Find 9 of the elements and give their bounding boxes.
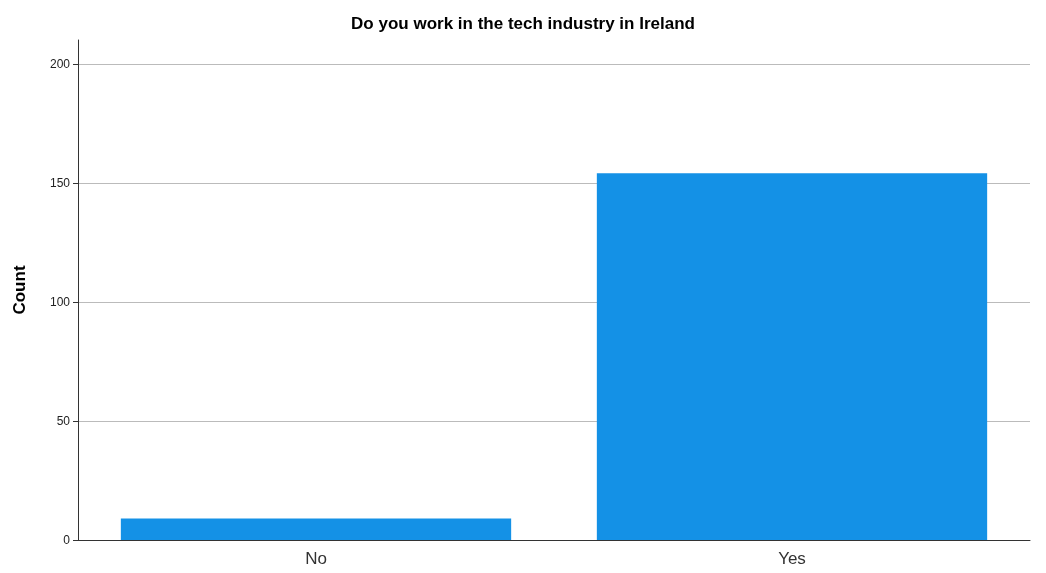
y-tick-label: 0 [63,533,71,547]
y-axis-title: Count [10,265,29,315]
x-tick-label: Yes [778,549,806,568]
x-tick-label: No [305,549,327,568]
y-tick-label: 150 [49,175,71,190]
y-tick-label: 100 [49,294,71,309]
chart-title: Do you work in the tech industry in Ireland [351,14,695,33]
y-tick-label: 50 [56,413,71,428]
y-tick-label: 200 [49,56,71,71]
